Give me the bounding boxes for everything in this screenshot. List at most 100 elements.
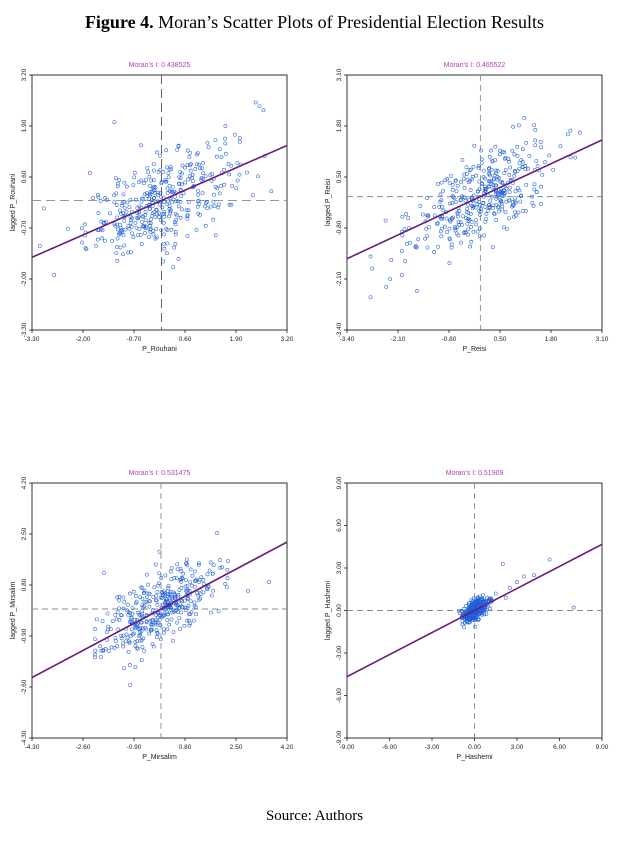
y-axis-label: lagged P_Mirsalim	[10, 582, 17, 640]
x-tick-label: -2.10	[391, 336, 406, 343]
data-point	[37, 244, 42, 248]
data-point	[447, 236, 452, 241]
data-point	[158, 153, 162, 158]
data-point	[214, 154, 219, 159]
data-point	[370, 266, 375, 271]
data-point	[115, 609, 120, 614]
data-point	[466, 232, 470, 237]
data-point	[102, 571, 106, 575]
data-point	[558, 144, 563, 149]
data-point	[148, 226, 153, 231]
data-point	[468, 244, 473, 249]
data-point	[415, 289, 419, 293]
data-point	[119, 212, 123, 216]
data-point	[487, 205, 492, 210]
data-point	[184, 208, 189, 213]
data-point	[457, 223, 462, 227]
data-point	[533, 143, 538, 148]
data-point	[530, 194, 534, 199]
data-point	[153, 215, 158, 219]
data-point	[466, 227, 471, 232]
data-point	[144, 178, 148, 182]
data-point	[162, 593, 167, 598]
data-point	[194, 577, 199, 582]
data-point	[568, 155, 573, 160]
data-point	[174, 603, 179, 608]
data-point	[472, 143, 477, 148]
data-point	[187, 623, 192, 628]
data-point	[222, 167, 226, 172]
data-point	[179, 586, 184, 590]
data-point	[155, 212, 159, 217]
data-point	[223, 581, 228, 586]
data-point	[172, 596, 177, 601]
data-point	[176, 199, 180, 204]
data-point	[205, 572, 210, 577]
data-point	[178, 566, 183, 571]
moran-title: Moran's I: 0.438525	[129, 62, 191, 69]
data-point	[145, 572, 149, 577]
data-point	[456, 214, 460, 219]
data-point	[215, 186, 220, 191]
data-point	[147, 174, 152, 179]
data-point	[173, 609, 178, 614]
data-point	[441, 208, 446, 213]
data-point	[455, 210, 460, 215]
x-tick-label: -0.70	[127, 336, 142, 343]
data-point	[121, 633, 126, 638]
data-point	[201, 171, 205, 176]
data-point	[131, 589, 136, 594]
data-point	[115, 236, 120, 241]
data-point	[480, 161, 484, 165]
data-point	[170, 610, 175, 615]
data-point	[148, 227, 153, 232]
data-point	[463, 198, 468, 203]
data-point	[439, 204, 444, 209]
data-point	[170, 200, 174, 205]
data-point	[52, 272, 57, 277]
data-point	[151, 178, 156, 183]
data-point	[165, 202, 170, 207]
data-point	[476, 164, 481, 169]
data-point	[193, 569, 197, 574]
data-point	[532, 182, 537, 187]
data-point	[519, 193, 524, 198]
data-point	[133, 220, 138, 225]
data-point	[533, 128, 538, 132]
plot-frame	[31, 482, 288, 739]
y-tick-label: -3.40	[336, 322, 343, 337]
data-point	[436, 182, 440, 186]
y-tick-label: -3.00	[336, 645, 343, 660]
x-axis-label: P_Hashemi	[456, 754, 493, 761]
data-point	[93, 652, 97, 657]
data-point	[117, 606, 121, 611]
data-point	[167, 206, 172, 211]
data-point	[151, 185, 155, 190]
scatter-plot-hashemi: Moran's I: 0.51909 -9.00 -6.00 -3.00 0.00 3.0…	[325, 470, 609, 761]
data-point	[515, 154, 520, 158]
data-point	[490, 245, 495, 249]
data-point	[449, 173, 453, 178]
data-point	[148, 627, 153, 632]
data-point	[225, 585, 229, 590]
data-point	[150, 618, 155, 623]
data-point	[512, 214, 516, 219]
data-point	[170, 190, 175, 195]
data-point	[500, 180, 505, 185]
data-point	[108, 627, 113, 631]
data-point	[154, 617, 159, 622]
x-tick-label: 3.10	[596, 336, 609, 343]
data-point	[497, 209, 501, 214]
data-point	[502, 156, 507, 161]
data-point	[162, 630, 166, 635]
data-point	[543, 160, 547, 165]
data-point	[106, 627, 111, 632]
y-tick-label: -6.00	[336, 688, 343, 703]
data-point	[164, 179, 169, 184]
data-point	[119, 613, 124, 618]
data-point	[499, 201, 504, 206]
data-point	[136, 646, 140, 651]
data-point	[227, 172, 232, 177]
data-point	[175, 620, 180, 625]
data-point	[213, 233, 218, 237]
